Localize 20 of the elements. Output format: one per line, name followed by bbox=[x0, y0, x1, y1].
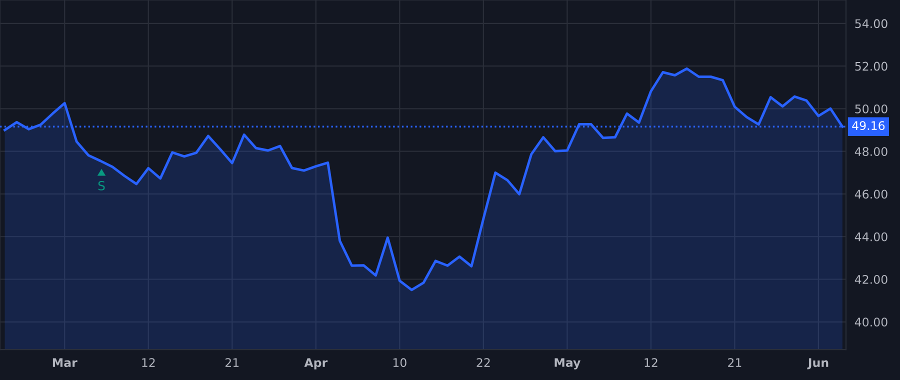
y-tick-label: 46.00 bbox=[854, 190, 888, 199]
x-tick-label: May bbox=[554, 358, 580, 370]
ref-line-label: 49.16 bbox=[852, 121, 885, 130]
x-tick-label: 12 bbox=[142, 358, 155, 367]
x-tick-label: 21 bbox=[225, 358, 239, 367]
y-tick-label: 42.00 bbox=[854, 274, 888, 284]
y-tick-label: 48.00 bbox=[854, 147, 888, 156]
x-tick-label: 12 bbox=[644, 358, 658, 367]
y-tick-label: 40.00 bbox=[854, 318, 888, 327]
y-tick-label: 52.00 bbox=[855, 62, 888, 71]
x-tick-label: Apr bbox=[304, 358, 328, 370]
y-tick-label: 54.00 bbox=[855, 19, 888, 28]
y-tick-label: 50.00 bbox=[855, 104, 888, 114]
x-tick-label: Jun bbox=[807, 358, 828, 370]
annotation: S bbox=[98, 180, 105, 190]
x-tick-label: 21 bbox=[728, 358, 742, 367]
x-tick-label: 22 bbox=[476, 358, 490, 367]
x-tick-label: 10 bbox=[393, 358, 406, 368]
x-tick-label: Mar bbox=[52, 358, 78, 368]
y-tick-label: 44.00 bbox=[854, 232, 888, 242]
